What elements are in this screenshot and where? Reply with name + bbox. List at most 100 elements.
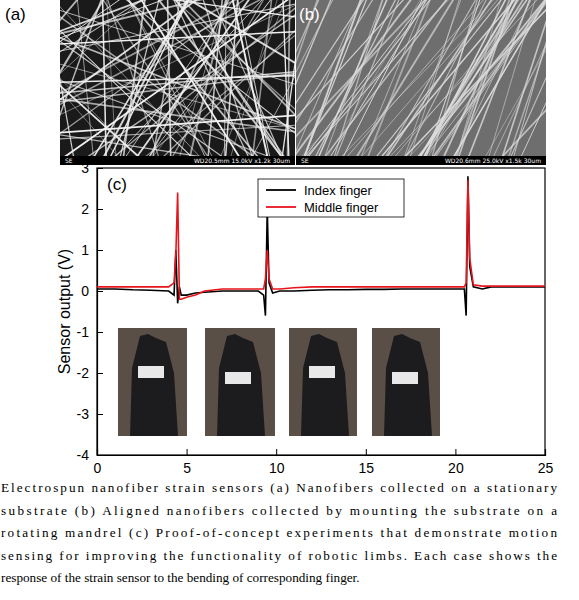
fiber (60, 0, 295, 165)
tick-mark (545, 449, 546, 455)
tick: 5 (183, 449, 191, 476)
fiber (371, 0, 546, 165)
fiber (60, 63, 295, 134)
legend-swatch (266, 206, 296, 208)
fiber (296, 0, 485, 165)
tick-mark (276, 449, 277, 455)
tick-mark (97, 250, 103, 251)
fiber (109, 0, 277, 165)
fiber (61, 0, 122, 165)
fibers (60, 0, 295, 165)
tick-label: 5 (183, 460, 191, 476)
legend-box (258, 179, 404, 217)
fiber (60, 0, 295, 64)
tick-label: 2 (81, 201, 89, 217)
sensor-patch (138, 366, 164, 378)
tick-label: -2 (77, 365, 90, 381)
tick-mark (187, 449, 188, 455)
tick-label: 15 (359, 460, 375, 476)
legend-swatch (266, 189, 296, 191)
y-axis-title: Sensor output (V) (56, 249, 73, 374)
tick-mark (97, 373, 103, 374)
legend: Index finger Middle finger (258, 179, 404, 217)
tick: 1 (81, 242, 103, 258)
fiber (60, 0, 295, 165)
robot-hand (217, 334, 265, 436)
panel-label: (b) (299, 5, 320, 24)
fiber (296, 0, 546, 165)
legend-label: Index finger (304, 183, 373, 198)
photo-background (205, 328, 275, 436)
fiber (296, 0, 519, 165)
tick-mark (97, 332, 103, 333)
photo-background (118, 328, 187, 436)
fiber (333, 0, 546, 165)
fiber (163, 0, 295, 165)
tick-label: 0 (94, 460, 102, 476)
inset-photo (372, 328, 440, 436)
tick-label: 0 (81, 283, 89, 299)
figure: SEWD20.5mm 15.0kV x1.2k 30um(a)SEWD20.6m… (0, 0, 579, 600)
fiber (296, 0, 546, 165)
image-footer (296, 156, 546, 165)
tick-label: -1 (77, 324, 90, 340)
fiber (296, 0, 546, 165)
fibers (296, 0, 546, 165)
fiber (392, 0, 546, 165)
fiber (296, 0, 501, 165)
sensor-patch (225, 372, 251, 384)
tick: 2 (81, 201, 103, 217)
tick-mark (97, 168, 103, 169)
image-footer-text: WD20.5mm 15.0kV x1.2k 30um (194, 157, 290, 164)
tick-mark (97, 455, 103, 456)
tick-mark (97, 291, 103, 292)
tick: 0 (81, 283, 103, 299)
tick-label: 20 (448, 460, 464, 476)
tick-label: -3 (77, 406, 90, 422)
tick: -3 (77, 406, 103, 422)
inset-photo (118, 328, 187, 436)
tick-label: 10 (269, 460, 285, 476)
image-footer-text: SE (65, 157, 73, 164)
tick-mark (455, 449, 456, 455)
inset-photo (289, 328, 357, 436)
fiber (60, 0, 295, 165)
panel-label: (c) (107, 175, 127, 194)
tick-mark (97, 414, 103, 415)
fiber (60, 0, 295, 165)
image-footer (60, 156, 295, 165)
series-group (97, 176, 545, 315)
caption-line: sensing for improving the functionality … (1, 548, 557, 563)
plot-frame (97, 168, 545, 455)
fiber (337, 0, 546, 165)
fiber (188, 0, 295, 165)
fiber (296, 0, 546, 165)
fiber (60, 0, 295, 165)
tick: 25 (538, 449, 554, 476)
fiber (60, 0, 295, 165)
image-footer-text: WD20.6mm 25.0kV x1.5k 30um (445, 157, 541, 164)
tick: -4 (77, 447, 103, 463)
fiber (60, 0, 295, 165)
axis-line (98, 449, 546, 456)
tick: -1 (77, 324, 103, 340)
tick-label: -4 (77, 447, 90, 463)
tick: 20 (448, 449, 464, 476)
fiber (60, 0, 295, 165)
legend-label: Middle finger (304, 200, 379, 215)
fiber (296, 0, 478, 165)
fiber (60, 0, 295, 165)
x-axis: 0 5 10 15 20 25 (94, 449, 554, 476)
sensor-patch (309, 366, 335, 378)
robot-hand (384, 334, 432, 436)
panel-label: (a) (5, 5, 26, 24)
axis-line (98, 169, 104, 456)
fiber (296, 0, 457, 165)
tick-label: 3 (81, 160, 89, 176)
tick: -2 (77, 365, 103, 381)
tick-mark (366, 449, 367, 455)
fiber (385, 0, 546, 165)
series-line (97, 176, 545, 315)
tick: 15 (359, 449, 375, 476)
fiber (347, 0, 546, 165)
